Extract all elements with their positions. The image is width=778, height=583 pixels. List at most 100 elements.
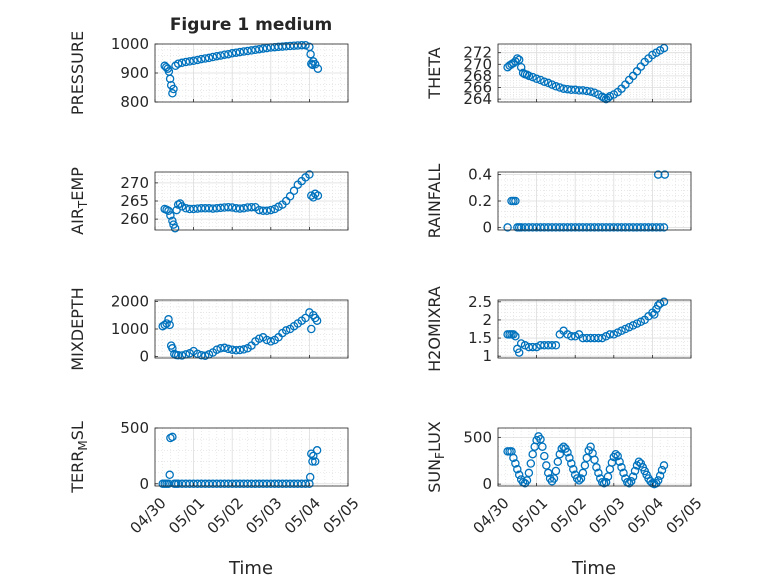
axes-background bbox=[498, 300, 691, 358]
data-point bbox=[549, 474, 559, 483]
data-point bbox=[297, 40, 306, 50]
data-point bbox=[551, 82, 561, 91]
data-point bbox=[503, 223, 512, 232]
data-point bbox=[509, 453, 518, 463]
data-point bbox=[193, 349, 202, 359]
data-point bbox=[547, 341, 557, 350]
data-point bbox=[220, 50, 229, 59]
data-point bbox=[306, 49, 315, 59]
data-point bbox=[528, 449, 537, 459]
data-point bbox=[578, 468, 588, 478]
data-point bbox=[655, 471, 665, 480]
data-point bbox=[538, 442, 547, 451]
data-point bbox=[592, 463, 601, 472]
data-point bbox=[509, 330, 518, 339]
data-point bbox=[224, 344, 233, 354]
data-point bbox=[208, 52, 218, 62]
data-point bbox=[181, 57, 191, 67]
data-point bbox=[197, 54, 206, 64]
data-point bbox=[555, 449, 565, 459]
y-axis-label: TERRMSL bbox=[68, 421, 90, 494]
data-point bbox=[177, 202, 187, 211]
data-point bbox=[563, 448, 572, 457]
data-point bbox=[659, 461, 669, 470]
data-point bbox=[227, 49, 237, 58]
data-point bbox=[551, 341, 561, 350]
data-point bbox=[285, 192, 295, 201]
data-point bbox=[289, 186, 299, 196]
data-point bbox=[204, 53, 214, 63]
data-point bbox=[555, 83, 565, 92]
data-point bbox=[605, 91, 615, 101]
data-point bbox=[161, 62, 171, 72]
y-tick-label: 264 bbox=[463, 90, 492, 108]
data-series bbox=[160, 40, 323, 98]
data-point bbox=[524, 71, 534, 81]
data-point bbox=[164, 206, 173, 216]
y-tick-label: 1 bbox=[482, 347, 492, 365]
data-point bbox=[526, 459, 536, 468]
data-point bbox=[168, 344, 177, 353]
y-axis-label: RAINFALL bbox=[425, 164, 444, 239]
data-point bbox=[189, 56, 198, 66]
y-axis-label: MIXDEPTH bbox=[68, 287, 87, 370]
data-point bbox=[653, 476, 663, 485]
data-point bbox=[243, 46, 252, 56]
data-series bbox=[503, 297, 669, 357]
data-point bbox=[660, 170, 670, 179]
data-point bbox=[307, 59, 316, 68]
data-point bbox=[511, 196, 520, 206]
figure-title: Figure 1 medium bbox=[170, 15, 332, 35]
data-point bbox=[522, 476, 532, 485]
subplot-4: 0 0.2 0.4 RAINFALL bbox=[425, 164, 692, 239]
data-point bbox=[532, 74, 541, 84]
data-point bbox=[266, 337, 276, 346]
data-point bbox=[307, 324, 316, 334]
data-point bbox=[170, 223, 180, 233]
y-tick-label: 1.5 bbox=[468, 329, 492, 347]
y-tick-label: 0.4 bbox=[468, 166, 492, 184]
data-point bbox=[165, 320, 174, 330]
data-point bbox=[528, 342, 537, 352]
data-point bbox=[582, 86, 592, 96]
data-point bbox=[590, 455, 599, 465]
data-point bbox=[624, 322, 634, 332]
data-point bbox=[626, 477, 636, 486]
y-tick-label: 265 bbox=[120, 192, 149, 210]
data-point bbox=[524, 468, 534, 478]
data-point bbox=[200, 351, 210, 361]
data-point bbox=[177, 58, 187, 68]
y-tick-label: 270 bbox=[463, 55, 492, 73]
data-point bbox=[609, 330, 619, 339]
data-point bbox=[520, 341, 530, 350]
data-point bbox=[659, 297, 669, 307]
y-tick-label: 900 bbox=[120, 64, 149, 82]
y-axis-label: H2OMIXRA bbox=[425, 286, 444, 372]
y-tick-label: 800 bbox=[120, 93, 149, 111]
subplot-6: 11.522.5 H2OMIXRA bbox=[425, 286, 692, 372]
data-point bbox=[513, 54, 522, 63]
data-point bbox=[168, 216, 177, 226]
data-point bbox=[613, 451, 622, 461]
data-point bbox=[166, 211, 175, 220]
data-point bbox=[619, 468, 628, 478]
data-point bbox=[220, 343, 229, 353]
data-point bbox=[553, 457, 563, 466]
data-point bbox=[628, 472, 638, 481]
y-tick-label: 2.5 bbox=[468, 293, 492, 311]
data-point bbox=[310, 457, 320, 466]
axes-box bbox=[154, 427, 349, 487]
data-point bbox=[576, 474, 586, 483]
data-point bbox=[569, 464, 578, 474]
data-point bbox=[634, 457, 644, 466]
data-point bbox=[165, 74, 175, 84]
data-point bbox=[532, 342, 541, 352]
data-point bbox=[312, 316, 322, 325]
data-point bbox=[657, 465, 667, 475]
data-point bbox=[177, 351, 187, 360]
data-point bbox=[224, 202, 233, 212]
x-axis-label-right: Time bbox=[571, 558, 616, 579]
